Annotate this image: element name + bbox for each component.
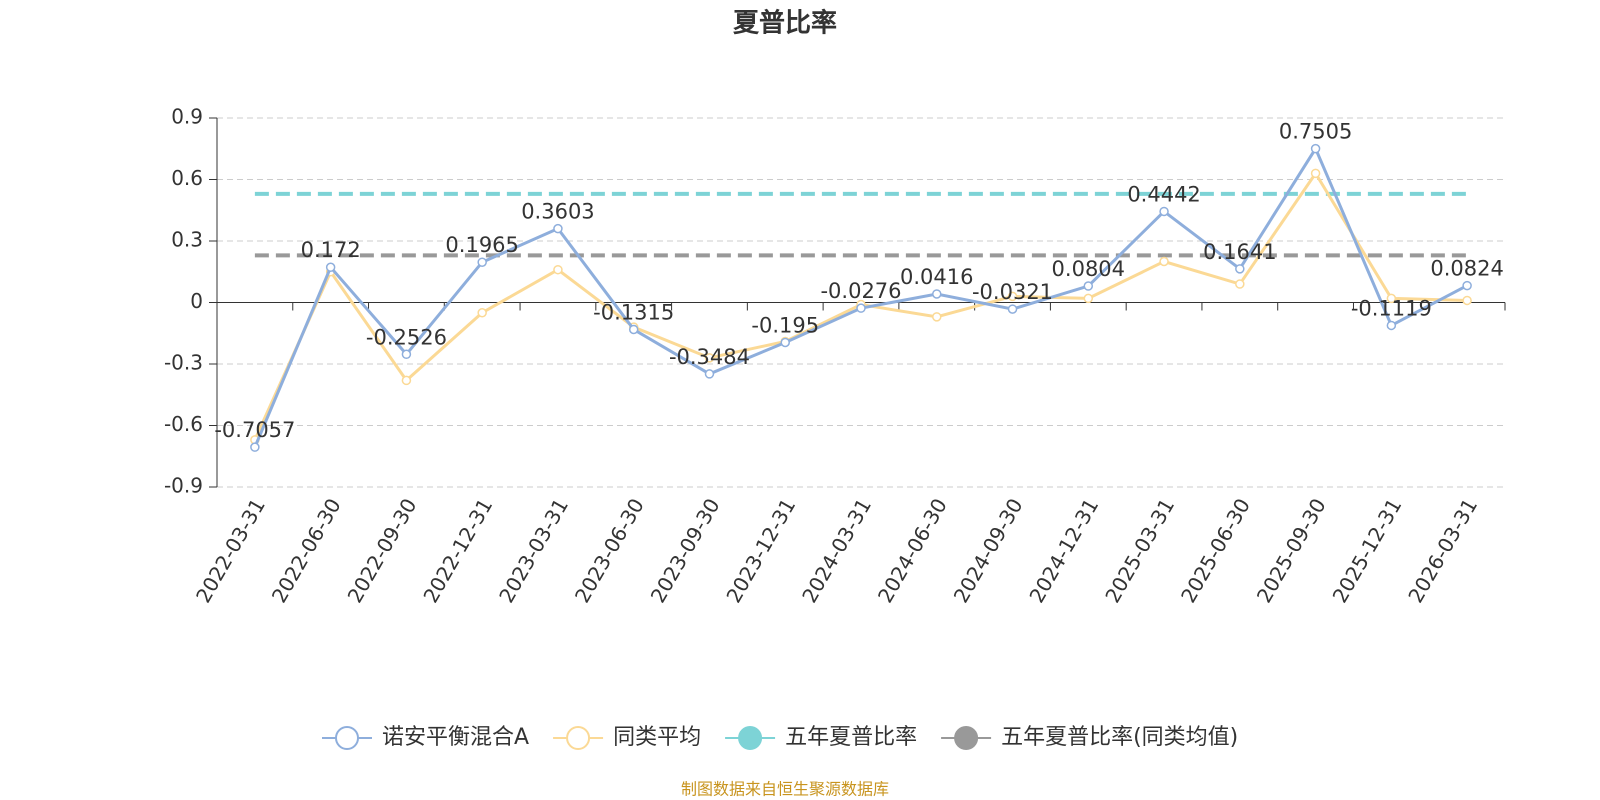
data-label: -0.195 xyxy=(751,313,819,337)
y-tick-label: -0.9 xyxy=(164,474,203,498)
point xyxy=(325,262,336,272)
legend-marker xyxy=(566,726,591,750)
point xyxy=(1159,206,1169,217)
point xyxy=(477,257,487,267)
x-tick-label: 2024-12-31 xyxy=(1024,494,1103,607)
point xyxy=(628,324,639,335)
x-tick-label: 2025-03-31 xyxy=(1100,494,1179,607)
data-label: -0.3484 xyxy=(669,345,750,369)
point xyxy=(704,353,715,363)
data-label: 0.7505 xyxy=(1279,120,1352,144)
data-label: 0.0804 xyxy=(1052,257,1125,281)
y-tick-label: 0.9 xyxy=(171,105,203,129)
x-tick-label: 2022-03-31 xyxy=(191,494,270,607)
data-label: -0.0321 xyxy=(972,280,1053,304)
x-tick-label: 2024-09-30 xyxy=(949,494,1028,607)
x-tick-label: 2025-09-30 xyxy=(1252,494,1331,607)
data-label: -0.1315 xyxy=(593,300,674,324)
legend: 诺安平衡混合A 同类平均 五年夏普比率 五年夏普比率(同类均值) xyxy=(322,725,1238,750)
point xyxy=(553,264,563,275)
data-label: 0.0824 xyxy=(1430,257,1503,281)
point xyxy=(1310,168,1321,179)
legend-label: 五年夏普比率 xyxy=(785,725,917,750)
point xyxy=(1386,320,1397,331)
chart-title: 夏普比率 xyxy=(733,8,837,39)
legend-marker xyxy=(738,726,763,750)
data-label: 0.1965 xyxy=(445,233,518,257)
legend-marker xyxy=(335,726,359,750)
x-tick-label: 2023-09-30 xyxy=(646,494,725,607)
x-tick-label: 2024-03-31 xyxy=(797,494,876,607)
y-tick-label: 0.6 xyxy=(171,166,203,190)
data-label: -0.2526 xyxy=(366,325,447,349)
data-label: 0.172 xyxy=(301,238,361,262)
point xyxy=(1007,291,1018,302)
x-tick-label: 2024-06-30 xyxy=(873,494,952,607)
legend-marker xyxy=(954,726,979,750)
point xyxy=(1083,281,1094,291)
x-tick-label: 2025-12-31 xyxy=(1328,494,1407,607)
y-tick-label: 0.3 xyxy=(171,228,203,252)
point xyxy=(1159,256,1169,267)
data-label: -0.7057 xyxy=(214,418,295,442)
point xyxy=(1007,304,1018,314)
x-tick-label: 2023-12-31 xyxy=(721,494,800,607)
point xyxy=(1235,264,1245,274)
point xyxy=(1462,280,1472,291)
x-tick-label: 2023-03-31 xyxy=(494,494,573,607)
point xyxy=(477,308,487,318)
x-tick-label: 2026-03-31 xyxy=(1403,494,1482,607)
data-label: -0.0276 xyxy=(820,279,901,303)
point xyxy=(856,303,866,313)
y-tick-label: 0 xyxy=(190,289,203,313)
x-tick-label: 2025-06-30 xyxy=(1176,494,1255,607)
data-label: 0.3603 xyxy=(521,200,594,224)
point xyxy=(1235,279,1245,289)
x-tick-label: 2022-12-31 xyxy=(418,494,497,607)
data-label: -0.1119 xyxy=(1351,296,1432,320)
point xyxy=(780,337,790,348)
point xyxy=(932,312,942,322)
x-tick-label: 2023-06-30 xyxy=(570,494,649,607)
point xyxy=(1462,295,1472,306)
legend-label: 五年夏普比率(同类均值) xyxy=(1001,725,1238,750)
point xyxy=(1310,143,1321,154)
point xyxy=(401,375,412,386)
point xyxy=(1083,293,1094,304)
data-label: 0.1641 xyxy=(1203,240,1276,264)
x-tick-label: 2022-06-30 xyxy=(267,494,346,607)
legend-label: 诺安平衡混合A xyxy=(382,725,529,750)
legend-label: 同类平均 xyxy=(613,725,701,750)
point xyxy=(1386,293,1397,304)
point xyxy=(932,289,942,299)
source-note: 制图数据来自恒生聚源数据库 xyxy=(681,780,889,799)
data-label: 0.0416 xyxy=(900,265,973,289)
y-tick-label: -0.3 xyxy=(164,351,203,375)
point xyxy=(553,223,563,234)
point xyxy=(704,369,715,379)
data-label: 0.4442 xyxy=(1127,182,1200,206)
y-tick-label: -0.6 xyxy=(164,412,203,436)
point xyxy=(250,442,260,452)
x-tick-label: 2022-09-30 xyxy=(343,494,422,607)
point xyxy=(401,349,412,360)
